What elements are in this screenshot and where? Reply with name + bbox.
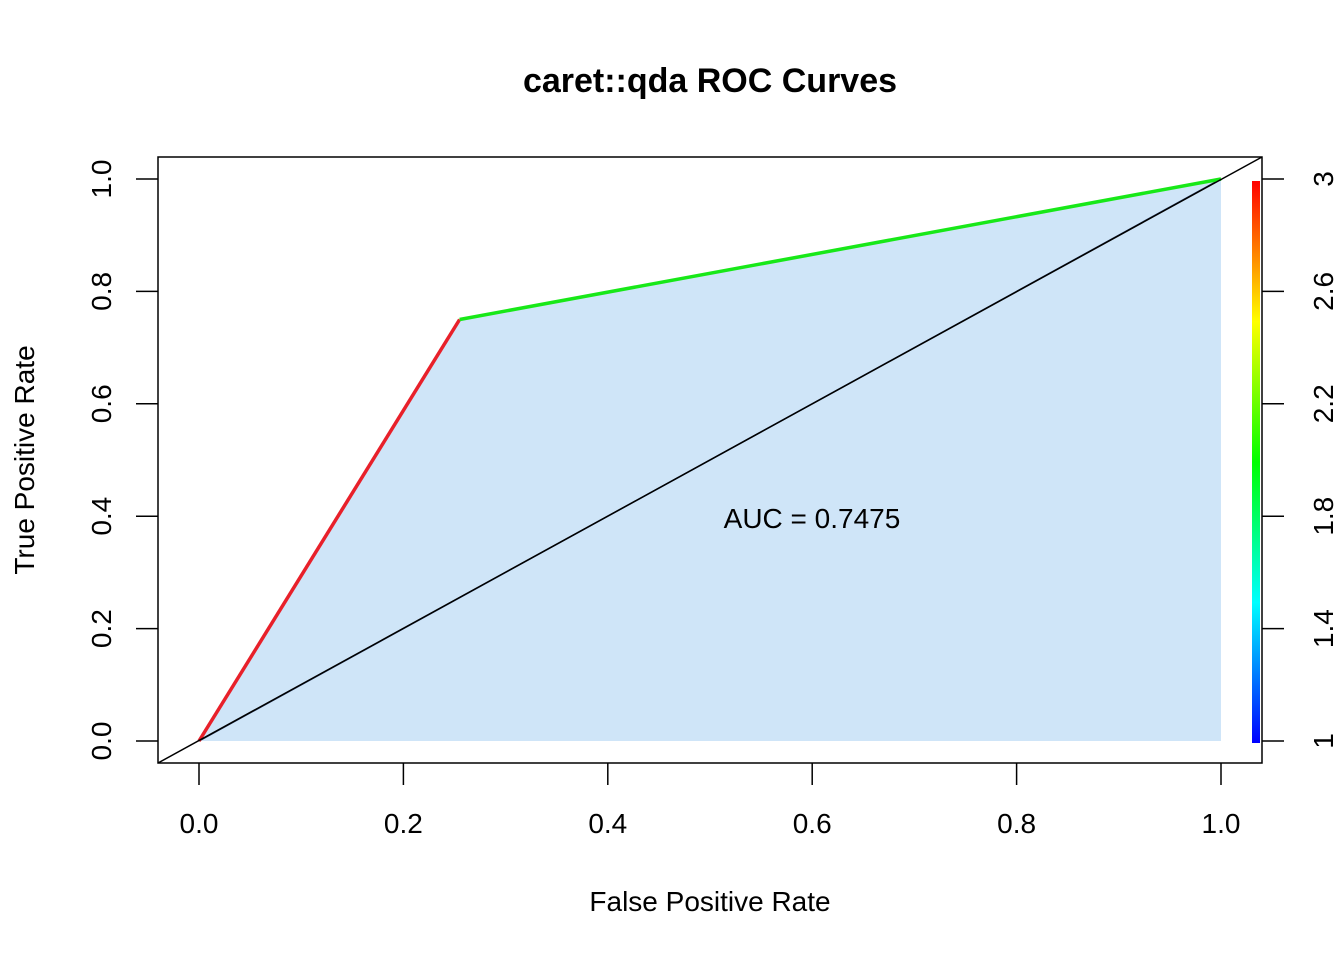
colorbar-tick-label: 1.4 bbox=[1308, 609, 1339, 648]
chart-title: caret::qda ROC Curves bbox=[523, 62, 897, 100]
colorbar-axis: 1 1.4 1.8 2.2 2.6 3 bbox=[1261, 171, 1339, 749]
colorbar-tick-label: 2.6 bbox=[1308, 272, 1339, 311]
roc-segment-red bbox=[197, 318, 462, 742]
colorbar-tick-label: 2.2 bbox=[1308, 384, 1339, 423]
y-tick-label: 0.2 bbox=[86, 609, 117, 648]
x-axis-label: False Positive Rate bbox=[589, 886, 830, 917]
colorbar-tick-label: 3 bbox=[1308, 171, 1339, 187]
x-tick-label: 0.0 bbox=[180, 808, 219, 839]
y-axis: 0.0 0.2 0.4 0.6 0.8 1.0 bbox=[86, 160, 158, 761]
x-tick-label: 0.4 bbox=[588, 808, 627, 839]
colorbar-tick-label: 1 bbox=[1308, 733, 1339, 749]
roc-segment-green bbox=[459, 177, 1222, 322]
y-axis-label: True Positive Rate bbox=[9, 345, 40, 574]
y-tick-label: 0.6 bbox=[86, 384, 117, 423]
frame-diagonal bbox=[157, 156, 1263, 764]
y-tick-label: 0.0 bbox=[86, 722, 117, 761]
colorbar-tick-label: 1.8 bbox=[1308, 497, 1339, 536]
x-tick-label: 0.2 bbox=[384, 808, 423, 839]
auc-annotation: AUC = 0.7475 bbox=[724, 503, 901, 534]
y-tick-label: 1.0 bbox=[86, 160, 117, 199]
x-tick-label: 0.6 bbox=[793, 808, 832, 839]
x-tick-label: 1.0 bbox=[1202, 808, 1241, 839]
x-axis: 0.0 0.2 0.4 0.6 0.8 1.0 bbox=[180, 763, 1241, 839]
y-tick-label: 0.4 bbox=[86, 497, 117, 536]
y-tick-label: 0.8 bbox=[86, 272, 117, 311]
colorbar bbox=[1252, 181, 1260, 743]
x-tick-label: 0.8 bbox=[997, 808, 1036, 839]
